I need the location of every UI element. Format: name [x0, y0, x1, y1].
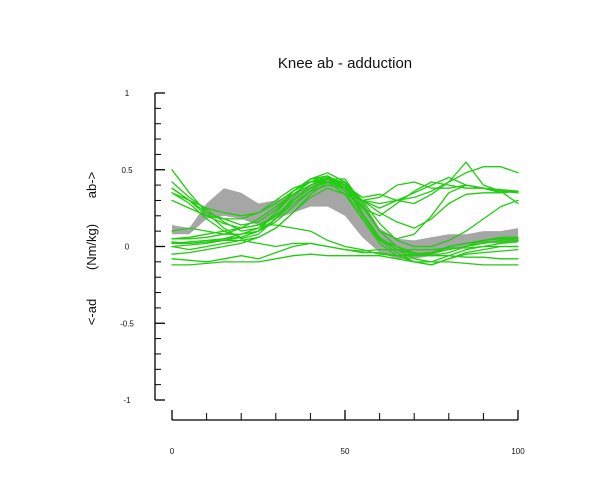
y-axis-label-ad: <-ad — [84, 299, 99, 325]
y-tick-label: 0 — [125, 243, 130, 252]
x-axis: 0 50 100 — [170, 410, 525, 456]
series-line-13 — [171, 242, 519, 263]
series-line-16 — [171, 178, 519, 229]
y-tick-label: 0.5 — [121, 166, 133, 175]
x-tick-label: 0 — [170, 447, 175, 456]
y-axis-label-unit: (Nm/kg) — [84, 224, 99, 270]
series-line-18 — [171, 181, 519, 251]
x-tick-label: 100 — [511, 447, 525, 456]
y-axis-label-ab: ab-> — [84, 172, 99, 198]
x-tick-label: 50 — [341, 447, 350, 456]
series-line-3 — [171, 178, 519, 266]
series-line-15 — [171, 224, 519, 257]
chart-title: Knee ab - adduction — [278, 55, 412, 72]
normative-band-layer — [172, 177, 518, 259]
series-line-17 — [171, 178, 519, 257]
series-line-11 — [171, 187, 519, 266]
series-line-14 — [171, 253, 519, 266]
y-tick-label: 1 — [125, 89, 130, 98]
series-layer — [171, 161, 519, 266]
y-tick-label: -0.5 — [120, 319, 134, 328]
y-axis: 1 0.5 0 -0.5 -1 — [120, 89, 165, 405]
y-axis-label: <-ad (Nm/kg) ab-> — [84, 172, 99, 325]
y-tick-label: -1 — [123, 396, 131, 405]
series-line-8 — [171, 166, 519, 240]
normative-band — [172, 177, 518, 259]
